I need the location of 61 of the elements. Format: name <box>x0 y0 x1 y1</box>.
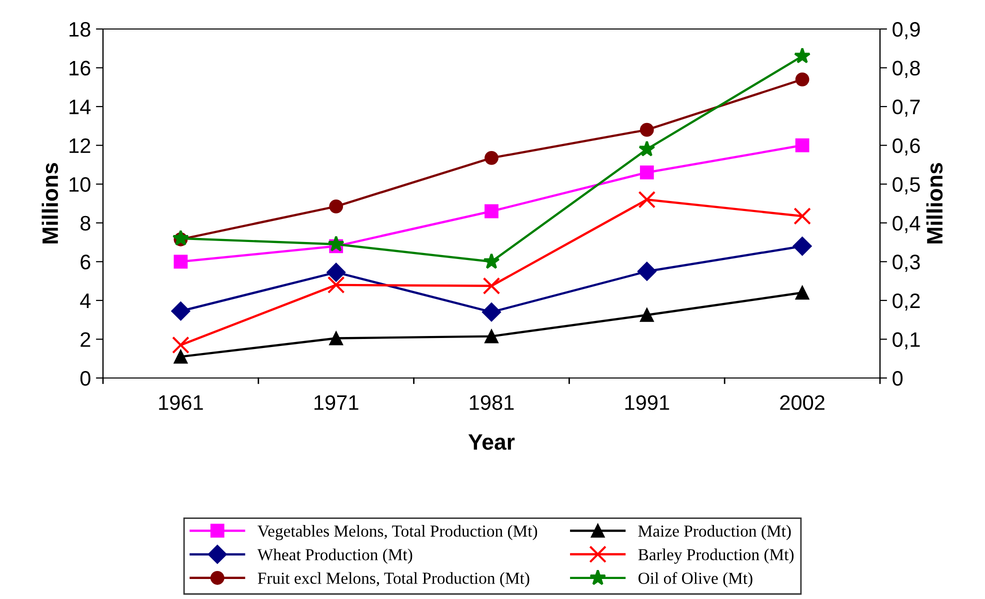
point <box>484 150 498 165</box>
legend-label: Wheat Production (Mt) <box>257 548 412 564</box>
point <box>794 47 811 64</box>
legend-label: Maize Production (Mt) <box>638 525 791 540</box>
point <box>484 204 498 218</box>
x-tick-label: 2002 <box>780 395 824 410</box>
y2-tick-label: 0,7 <box>892 100 920 117</box>
legend-label: Fruit excl Melons, Total Production (Mt) <box>258 572 530 588</box>
point <box>482 277 500 295</box>
y-tick-label: 8 <box>80 216 90 231</box>
y-tick-label: 6 <box>80 254 90 270</box>
point <box>172 336 190 354</box>
point <box>483 252 500 269</box>
point <box>171 302 190 321</box>
point <box>484 329 498 344</box>
point <box>328 236 344 252</box>
x-tick-label: 1961 <box>159 395 203 410</box>
y2-tick-label: 0 <box>892 371 903 386</box>
y-axis-title: Millions <box>42 163 58 244</box>
point <box>326 262 346 282</box>
x-tick-label: 1991 <box>625 395 670 410</box>
x-axis-title: Year <box>468 434 515 450</box>
point <box>329 331 344 346</box>
y2-tick-label: 0,9 <box>892 22 920 40</box>
y2-tick-label: 0,5 <box>892 177 920 194</box>
y2-tick-label: 0,2 <box>892 293 920 311</box>
legend-label: Vegetables Melons, Total Production (Mt) <box>258 525 538 540</box>
y2-tick-label: 0,1 <box>892 332 920 350</box>
y2-tick-label: 0,3 <box>892 254 920 272</box>
y2-tick-label: 0,8 <box>892 60 920 78</box>
point <box>327 276 345 294</box>
legend-label: Oil of Olive (Mt) <box>638 572 752 588</box>
point <box>640 166 654 180</box>
point <box>794 207 811 225</box>
point <box>795 286 810 300</box>
point <box>638 190 656 208</box>
y-tick-label: 4 <box>80 294 91 308</box>
y-tick-label: 2 <box>80 332 90 347</box>
point <box>795 72 810 86</box>
legend-label: Barley Production (Mt) <box>638 548 794 564</box>
point <box>637 262 656 281</box>
y-tick-label: 0 <box>80 371 90 386</box>
point <box>638 140 656 156</box>
point <box>640 308 654 322</box>
x-tick-label: 1971 <box>314 395 358 410</box>
y-tick-label: 14 <box>70 100 91 114</box>
x-tick-label: 1981 <box>470 395 514 410</box>
y-tick-label: 16 <box>70 60 90 76</box>
point <box>795 138 810 152</box>
y2-tick-label: 0,4 <box>892 216 920 234</box>
point <box>174 254 188 269</box>
point <box>792 236 812 256</box>
y-tick-label: 12 <box>70 138 90 153</box>
point <box>329 199 344 214</box>
y-tick-label: 18 <box>70 22 90 37</box>
point <box>482 302 502 322</box>
y2-tick-label: 0,6 <box>892 138 920 156</box>
point <box>174 350 188 364</box>
y-tick-label: 10 <box>70 177 90 192</box>
point <box>640 122 654 137</box>
y2-axis-title: Millions <box>926 163 943 244</box>
